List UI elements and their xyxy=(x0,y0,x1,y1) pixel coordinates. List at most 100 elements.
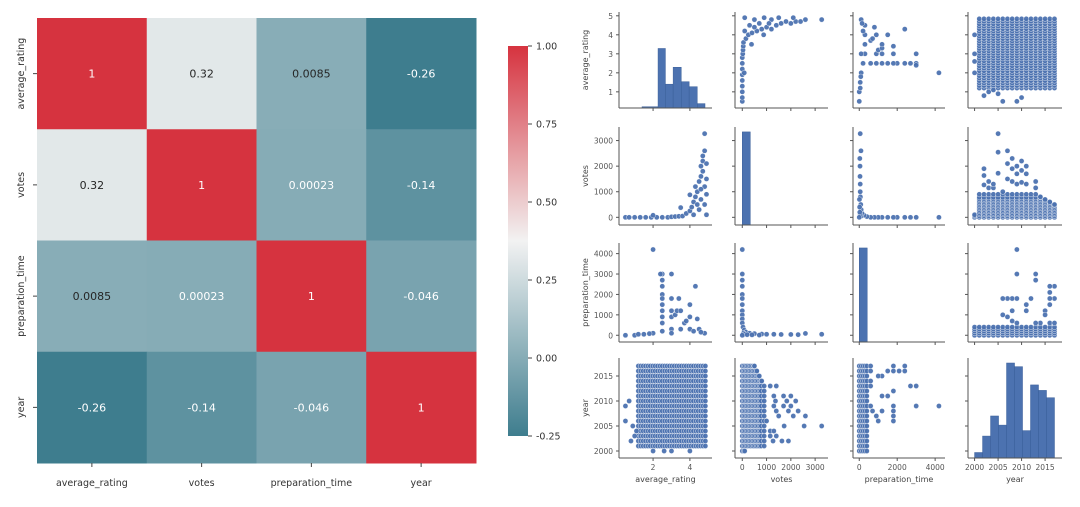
x-tick-label: average_rating xyxy=(56,478,128,489)
scatter-point xyxy=(867,60,874,67)
histogram-bar xyxy=(688,86,698,109)
scatter-point xyxy=(1042,312,1048,318)
scatter-point xyxy=(668,271,675,277)
scatter-point xyxy=(981,172,987,179)
heatmap-cell-label: 0.32 xyxy=(80,179,105,192)
y-tick-label: 0 xyxy=(608,331,613,340)
x-tick-label: 4000 xyxy=(926,463,945,472)
scatter-point xyxy=(857,163,863,169)
scatter-point xyxy=(971,32,978,38)
scatter-point xyxy=(668,448,675,454)
scatter-point xyxy=(1004,314,1011,320)
scatter-point xyxy=(858,51,864,57)
x-tick-label: year xyxy=(411,478,432,489)
pairplot-panel-year-vs-preparation_time: 0 2000 4000 xyxy=(850,358,945,472)
heatmap-cell-label: -0.046 xyxy=(403,290,438,303)
scatter-point xyxy=(1037,320,1044,326)
scatter-point xyxy=(907,60,914,67)
scatter-point xyxy=(1018,16,1025,22)
heatmap-cell xyxy=(37,129,148,241)
colorbar-scale xyxy=(508,46,528,436)
scatter-point xyxy=(763,418,770,424)
scatter-point xyxy=(873,413,880,419)
scatter-point xyxy=(864,388,870,394)
scatter-point xyxy=(785,408,792,414)
heatmap-cell xyxy=(366,240,477,353)
scatter-point xyxy=(1018,324,1025,330)
scatter-point xyxy=(867,363,874,369)
heatmap-cell xyxy=(366,351,477,464)
histogram-bar xyxy=(1022,430,1031,459)
scatter-point xyxy=(687,314,693,320)
scatter-point xyxy=(1014,191,1020,198)
scatter-point xyxy=(981,324,987,330)
x-tick-label: 0 xyxy=(740,463,745,472)
scatter-point xyxy=(1032,320,1039,326)
heatmap-cell-label: 1 xyxy=(198,179,205,192)
scatter-point xyxy=(756,332,763,338)
scatter-point xyxy=(687,448,693,454)
scatter-point xyxy=(783,18,789,25)
pairplot-panel-votes-vs-year xyxy=(965,127,1062,228)
scatter-point xyxy=(864,423,870,429)
heatmap-cell-label: 1 xyxy=(308,290,315,303)
scatter-point xyxy=(802,413,809,419)
heatmap-cell xyxy=(146,351,257,464)
scatter-point xyxy=(739,295,746,302)
scatter-point xyxy=(818,331,825,338)
scatter-point xyxy=(1023,191,1030,198)
scatter-point xyxy=(770,438,776,444)
x-tick-label: 2015 xyxy=(1036,463,1055,472)
scatter-point xyxy=(971,58,978,65)
scatter-point xyxy=(801,423,807,429)
scatter-point xyxy=(884,393,891,399)
scatter-point xyxy=(622,403,629,409)
heatmap-cell xyxy=(37,351,148,464)
scatter-point xyxy=(641,331,647,338)
scatter-point xyxy=(913,62,919,69)
scatter-point xyxy=(864,393,870,399)
x-axis-label: year xyxy=(1006,475,1025,484)
colorbar-tick-label: 0.25 xyxy=(536,276,557,287)
scatter-point xyxy=(754,368,760,374)
scatter-point xyxy=(698,163,704,169)
scatter-point xyxy=(1018,179,1025,186)
scatter-point xyxy=(901,368,908,374)
scatter-point xyxy=(751,24,758,31)
scatter-point xyxy=(739,271,746,277)
scatter-point xyxy=(856,214,863,221)
histogram-bar xyxy=(697,103,706,109)
scatter-point xyxy=(739,246,746,253)
scatter-point xyxy=(857,173,863,180)
scatter-point xyxy=(761,433,767,439)
scatter-point xyxy=(702,433,709,439)
heatmap-cell-label: -0.046 xyxy=(294,401,329,414)
scatter-point xyxy=(890,368,897,374)
scatter-point xyxy=(692,283,699,290)
scatter-point xyxy=(1009,324,1015,330)
scatter-point xyxy=(626,398,632,404)
scatter-point xyxy=(788,403,794,409)
scatter-point xyxy=(748,41,755,48)
colorbar-tick-label: 0.50 xyxy=(536,198,557,209)
scatter-point xyxy=(990,16,997,22)
heatmap-cell xyxy=(146,129,257,241)
scatter-point xyxy=(773,383,780,389)
y-axis-label: preparation_time xyxy=(581,258,590,327)
scatter-point xyxy=(879,408,885,414)
scatter-point xyxy=(1046,301,1053,308)
pairplot-panel-average_rating-vs-votes xyxy=(732,12,828,111)
scatter-point xyxy=(995,170,1001,177)
scatter-point xyxy=(985,16,992,22)
scatter-point xyxy=(871,24,878,31)
scatter-point xyxy=(788,20,794,27)
scatter-point xyxy=(1032,271,1039,277)
heatmap-cell xyxy=(256,351,367,464)
scatter-point xyxy=(867,383,874,389)
scatter-point xyxy=(761,443,767,449)
scatter-point xyxy=(622,418,629,424)
x-tick-label: 2005 xyxy=(989,463,1008,472)
y-tick-label: 2 xyxy=(608,69,613,78)
correlation-heatmap: 1 0.32 0.0085 -0.26 0.32 1 0.00023 -0.14 0.0085 0… xyxy=(16,18,477,489)
scatter-point xyxy=(857,188,864,195)
